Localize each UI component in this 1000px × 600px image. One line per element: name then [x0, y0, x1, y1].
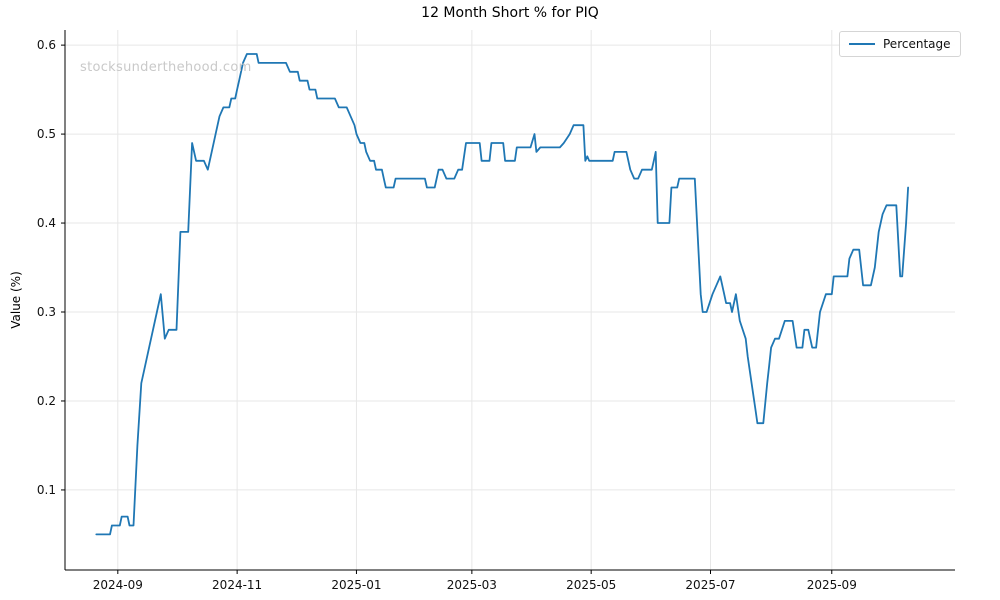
x-tick-label: 2024-11: [212, 578, 262, 592]
series-line-percentage: [95, 53, 909, 536]
legend: Percentage: [839, 31, 961, 57]
x-tick-label: 2025-05: [566, 578, 616, 592]
y-axis-label: Value (%): [9, 271, 23, 329]
y-tick-label: 0.1: [37, 483, 56, 497]
x-tick-label: 2025-03: [447, 578, 497, 592]
watermark-text: stocksunderthehood.com: [80, 60, 252, 75]
y-tick-label: 0.2: [37, 394, 56, 408]
y-tick-label: 0.3: [37, 305, 56, 319]
legend-line-swatch: [849, 43, 875, 45]
y-tick-label: 0.6: [37, 38, 56, 52]
x-tick-label: 2024-09: [93, 578, 143, 592]
y-tick-label: 0.4: [37, 216, 56, 230]
x-tick-label: 2025-07: [685, 578, 735, 592]
y-tick-label: 0.5: [37, 127, 56, 141]
x-tick-label: 2025-01: [331, 578, 381, 592]
legend-label: Percentage: [883, 37, 951, 51]
x-tick-label: 2025-09: [807, 578, 857, 592]
chart-title: 12 Month Short % for PIQ: [421, 5, 599, 21]
